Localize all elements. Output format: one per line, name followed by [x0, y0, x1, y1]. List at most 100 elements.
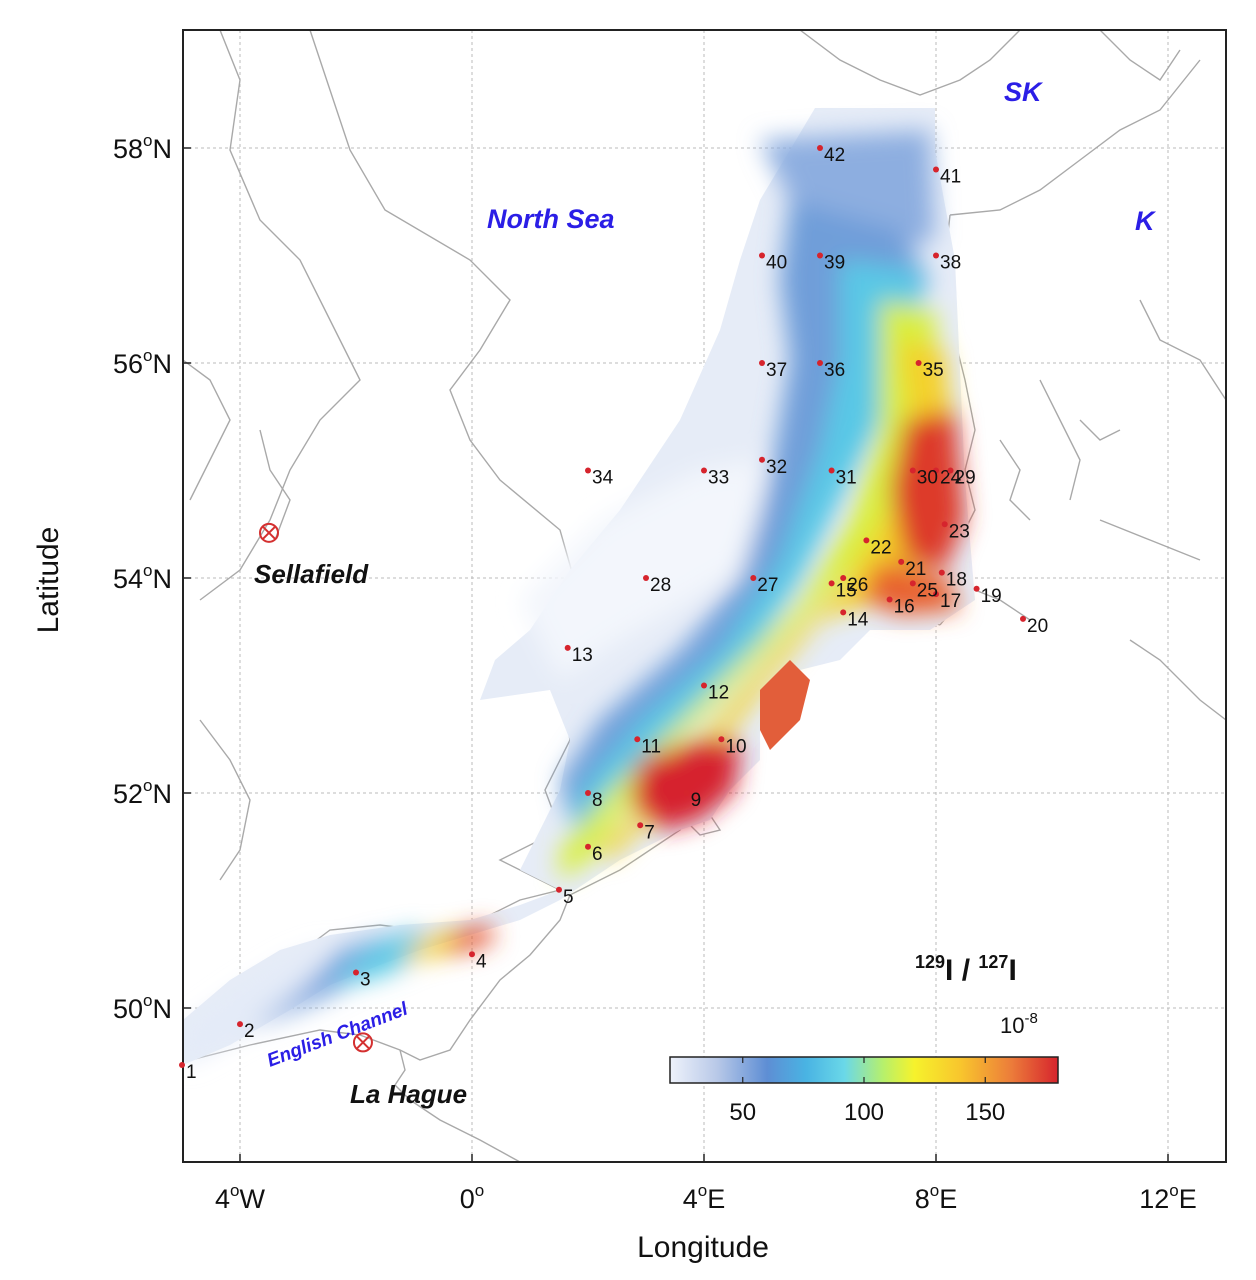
station-label: 29 [955, 468, 976, 489]
x-axis: 4oW 0o 4oE 8oE 12oE [215, 1154, 1197, 1214]
station-label: 12 [708, 683, 729, 704]
station-point [933, 467, 939, 474]
station-point [759, 456, 765, 463]
station-point [915, 360, 922, 366]
sellafield-label: Sellafield [254, 559, 369, 589]
source-marker-icon [352, 1032, 373, 1053]
station-point [237, 1021, 243, 1028]
station-point [840, 609, 847, 616]
station-label: 35 [923, 360, 944, 381]
station-label: 28 [650, 575, 671, 596]
station-point [1020, 615, 1026, 622]
station-label: 16 [894, 597, 915, 618]
station-label: 37 [766, 360, 787, 381]
y-axis: 50oN 52oN 54oN 56oN 58oN [113, 131, 191, 1024]
colorbar-ticks: 50 100 150 [729, 1057, 1005, 1126]
station-label: 19 [981, 586, 1002, 607]
y-tick-label: 52oN [113, 776, 172, 809]
station-label: 17 [940, 591, 961, 612]
y-tick-label: 50oN [113, 991, 172, 1024]
station-point [469, 951, 475, 958]
station-point [643, 575, 649, 581]
x-tick-label: 4oE [683, 1181, 726, 1214]
sk-label: SK [1004, 77, 1044, 107]
station-point [634, 736, 641, 743]
source-marker-icon [259, 522, 279, 543]
station-label: 24 [940, 468, 962, 489]
station-label: 1 [186, 1062, 197, 1083]
station-point [828, 580, 835, 587]
station-point [947, 467, 954, 474]
station-label: 25 [917, 580, 938, 601]
station-label: 27 [757, 575, 778, 596]
x-tick-label: 4oW [215, 1181, 266, 1214]
station-point [585, 843, 591, 850]
station-point [886, 596, 893, 603]
station-label: 21 [905, 559, 926, 580]
station-label: 36 [824, 360, 845, 381]
station-label: 32 [766, 457, 787, 478]
station-point [941, 521, 948, 528]
source-markers [259, 522, 373, 1053]
station-point [585, 467, 591, 474]
station-point [973, 585, 980, 592]
station-point [938, 569, 945, 576]
station-point [683, 790, 690, 796]
station-point [933, 591, 939, 598]
station-label: 5 [563, 887, 574, 908]
station-point [933, 252, 939, 259]
station-label: 2 [244, 1021, 255, 1042]
station-label: 13 [572, 645, 593, 666]
station-point [898, 558, 905, 565]
y-tick-label: 54oN [113, 561, 172, 594]
station-point [759, 252, 765, 259]
station-label: 6 [592, 844, 603, 865]
station-point [909, 580, 916, 587]
station-label: 41 [940, 167, 961, 188]
y-tick-label: 58oN [113, 131, 172, 164]
y-axis-title: Latitude [32, 527, 65, 634]
station-label: 14 [847, 609, 869, 630]
station-point [909, 467, 916, 474]
station-label: 7 [644, 822, 655, 843]
colorbar-tick-label: 50 [729, 1099, 756, 1126]
station-point [863, 537, 870, 544]
north-sea-label: North Sea [487, 204, 615, 234]
colorbar-tick-label: 150 [965, 1099, 1005, 1126]
station-label: 39 [824, 253, 845, 274]
station-point [933, 166, 939, 173]
station-label: 9 [691, 790, 702, 811]
x-axis-title: Longitude [637, 1231, 769, 1264]
station-point [701, 467, 707, 474]
station-label: 11 [641, 736, 661, 757]
station-label: 23 [949, 521, 970, 542]
station-label: 15 [836, 580, 857, 601]
coastlines [183, 30, 1226, 1162]
station-point [701, 682, 707, 689]
station-point [759, 360, 765, 366]
station-point [840, 575, 847, 581]
station-point [817, 360, 823, 366]
colorbar-unit: 10-8 [1000, 1010, 1038, 1038]
colorbar-title: 129I / 127I [915, 952, 1017, 987]
colorbar: 129I / 127I 10-8 50 100 150 [669, 952, 1059, 1126]
station-label: 8 [592, 790, 603, 811]
k-label: K [1135, 206, 1157, 236]
station-point [353, 969, 359, 976]
station-label: 30 [917, 468, 938, 489]
x-tick-label: 0o [460, 1181, 485, 1214]
station-point [817, 252, 823, 259]
station-label: 26 [847, 575, 868, 596]
ratio-field [183, 108, 975, 1065]
x-tick-label: 12oE [1139, 1181, 1197, 1214]
station-point [179, 1061, 185, 1068]
station-label: 4 [476, 951, 487, 972]
station-label: 10 [725, 736, 746, 757]
station-point [828, 467, 835, 474]
station-label: 20 [1027, 616, 1048, 637]
y-tick-label: 56oN [113, 346, 172, 379]
station-point [585, 790, 591, 796]
station-point [564, 644, 571, 651]
